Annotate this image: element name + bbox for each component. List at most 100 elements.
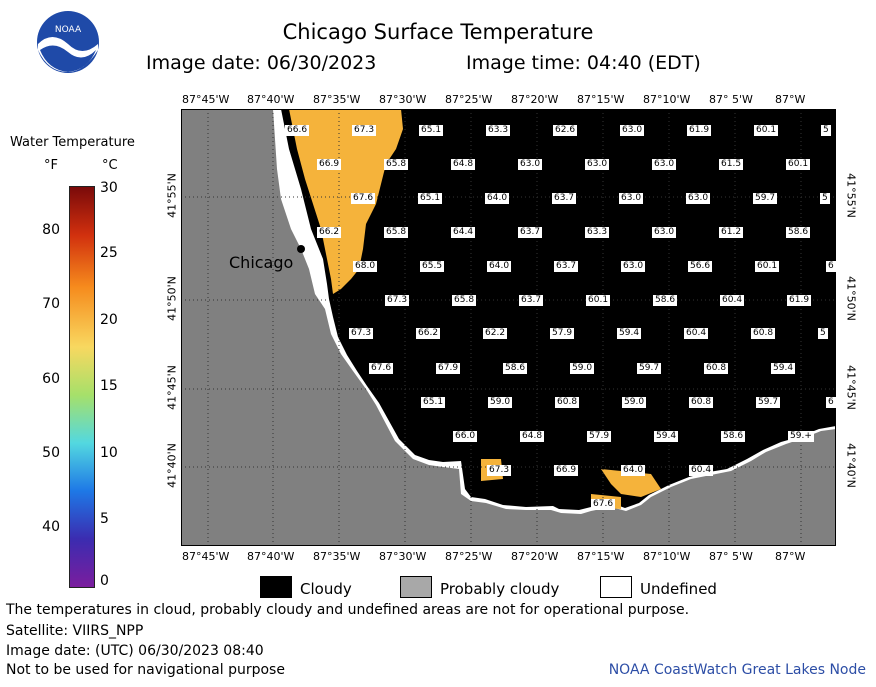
temperature-value: 63.7 — [519, 295, 544, 306]
longitude-label: 87°20'W — [511, 93, 559, 106]
temperature-value: 61.9 — [687, 125, 712, 136]
longitude-label: 87°45'W — [182, 550, 230, 563]
temperature-value: 63.0 — [518, 159, 543, 170]
temperature-readings: 66.6 67.3 65.1 63.3 62.6 63.0 61.9 60.1 5 66.9 65.… — [181, 109, 836, 546]
temperature-value: 59.+ — [788, 431, 814, 442]
temperature-value: 6 — [826, 397, 836, 408]
noaa-logo: NOAA — [36, 10, 100, 74]
longitude-label: 87°15'W — [577, 93, 625, 106]
graticule — [181, 109, 836, 546]
temperature-value: 67.6 — [351, 193, 376, 204]
temperature-value: 60.4 — [684, 328, 709, 339]
temperature-value: 59.7 — [756, 397, 781, 408]
temperature-value: 61.5 — [719, 159, 744, 170]
latitude-label: 41°50'N — [844, 276, 858, 321]
temperature-value: 63.3 — [585, 227, 610, 238]
temperature-value: 67.3 — [352, 125, 377, 136]
temperature-value: 58.6 — [721, 431, 746, 442]
image-time: Image time: 04:40 (EDT) — [466, 52, 701, 74]
temperature-value: 66.2 — [416, 328, 441, 339]
longitude-label: 87°40'W — [247, 550, 295, 563]
temperature-value: 63.7 — [518, 227, 543, 238]
temperature-value: 66.2 — [317, 227, 342, 238]
temperature-value: 60.1 — [754, 125, 779, 136]
temperature-value: 65.8 — [384, 159, 409, 170]
temperature-value: 63.0 — [652, 227, 677, 238]
temperature-value: 64.4 — [451, 227, 476, 238]
temperature-value: 63.0 — [621, 261, 646, 272]
temperature-value: 65.8 — [452, 295, 477, 306]
temperature-value: 60.8 — [751, 328, 776, 339]
temperature-value: 60.1 — [786, 159, 811, 170]
f-tick: 50 — [42, 445, 60, 461]
temperature-value: 63.0 — [620, 125, 645, 136]
latitude-label: 41°40'N — [165, 443, 179, 488]
f-tick: 80 — [42, 222, 60, 238]
temperature-value: 64.8 — [451, 159, 476, 170]
f-tick: 60 — [42, 371, 60, 387]
f-tick: 40 — [42, 519, 60, 535]
temperature-value: 60.4 — [689, 465, 714, 476]
utc-date-text: Image date: (UTC) 06/30/2023 08:40 — [6, 643, 264, 659]
c-tick: 20 — [100, 312, 118, 328]
temperature-value: 5 — [820, 193, 830, 204]
warm-water — [289, 109, 403, 294]
temperature-value: 59.0 — [488, 397, 513, 408]
svg-text:NOAA: NOAA — [55, 25, 82, 35]
temperature-colorbar — [69, 186, 95, 588]
temperature-value: 58.6 — [786, 227, 811, 238]
temperature-value: 59.4 — [617, 328, 642, 339]
temperature-value: 61.9 — [787, 295, 812, 306]
cloudy-label: Cloudy — [300, 580, 352, 598]
latitude-label: 41°45'N — [165, 365, 179, 410]
longitude-label: 87°W — [775, 93, 806, 106]
longitude-label: 87°15'W — [577, 550, 625, 563]
probably-cloudy-label: Probably cloudy — [440, 580, 560, 598]
image-date: Image date: 06/30/2023 — [146, 52, 377, 74]
temperature-value: 57.9 — [550, 328, 575, 339]
longitude-label: 87°35'W — [313, 93, 361, 106]
map-panel: 66.6 67.3 65.1 63.3 62.6 63.0 61.9 60.1 5 66.9 65.… — [181, 109, 836, 546]
temperature-value: 59.7 — [637, 363, 662, 374]
longitude-label: 87°20'W — [511, 550, 559, 563]
temperature-value: 64.8 — [520, 431, 545, 442]
temperature-value: 59.4 — [654, 431, 679, 442]
temperature-value: 5 — [818, 328, 828, 339]
c-tick: 25 — [100, 245, 118, 261]
map-title: Chicago Surface Temperature — [282, 20, 594, 44]
colorbar-title: Water Temperature — [10, 135, 135, 150]
longitude-label: 87° 5'W — [709, 550, 753, 563]
temperature-value: 64.0 — [621, 465, 646, 476]
temperature-value: 63.7 — [554, 261, 579, 272]
temperature-value: 63.3 — [486, 125, 511, 136]
latitude-label: 41°55'N — [165, 173, 179, 218]
latitude-label: 41°40'N — [844, 443, 858, 488]
c-tick: 0 — [100, 573, 109, 589]
c-tick: 30 — [100, 180, 118, 196]
temperature-value: 65.1 — [421, 397, 446, 408]
temperature-value: 6 — [826, 261, 836, 272]
longitude-label: 87°40'W — [247, 93, 295, 106]
longitude-label: 87°25'W — [445, 550, 493, 563]
temperature-value: 66.9 — [554, 465, 579, 476]
city-label: Chicago — [229, 253, 294, 272]
c-tick: 10 — [100, 445, 118, 461]
temperature-value: 60.8 — [555, 397, 580, 408]
longitude-label: 87°45'W — [182, 93, 230, 106]
temperature-value: 64.0 — [487, 261, 512, 272]
longitude-label: 87°25'W — [445, 93, 493, 106]
undefined-label: Undefined — [640, 580, 717, 598]
temperature-value: 67.3 — [487, 465, 512, 476]
disclaimer-text: The temperatures in cloud, probably clou… — [6, 602, 690, 618]
temperature-value: 65.5 — [420, 261, 445, 272]
unit-celsius: °C — [102, 158, 118, 173]
temperature-value: 59.0 — [570, 363, 595, 374]
temperature-value: 60.8 — [704, 363, 729, 374]
temperature-value: 63.0 — [619, 193, 644, 204]
temperature-value: 61.2 — [719, 227, 744, 238]
temperature-value: 67.3 — [349, 328, 374, 339]
longitude-label: 87°W — [775, 550, 806, 563]
cloudy-area — [281, 109, 836, 510]
longitude-label: 87° 5'W — [709, 93, 753, 106]
temperature-value: 67.9 — [436, 363, 461, 374]
